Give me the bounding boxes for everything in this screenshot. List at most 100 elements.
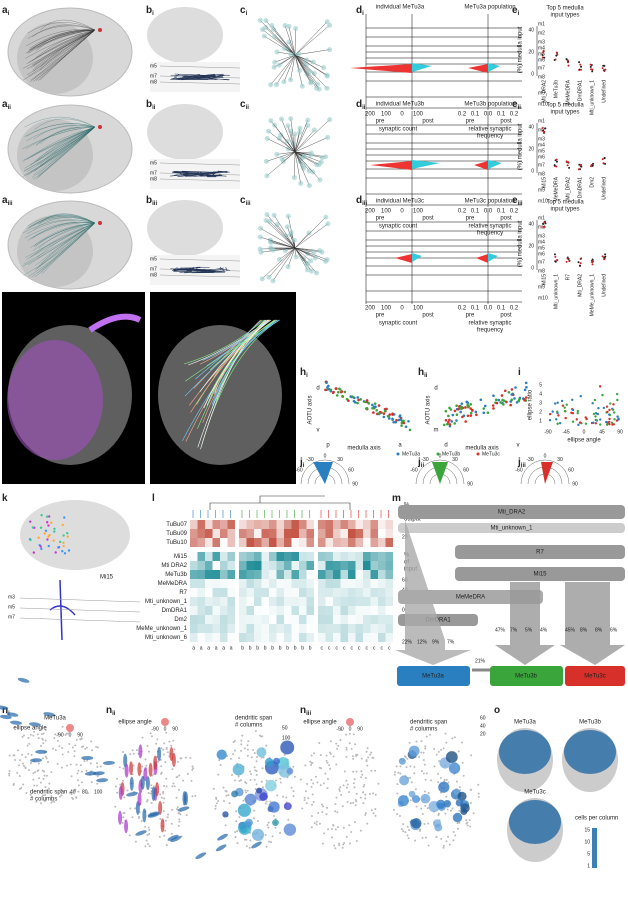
label: 40	[528, 221, 534, 227]
ratio-point	[609, 402, 612, 405]
cell-point	[442, 423, 446, 427]
heat-in	[299, 606, 307, 615]
heat-in	[197, 606, 205, 615]
column-dot	[345, 779, 348, 782]
column-dot	[362, 785, 365, 788]
dot	[555, 51, 558, 54]
panel-label: ci	[240, 5, 248, 17]
column-dot	[245, 845, 248, 848]
column-dot	[444, 732, 447, 735]
column-dot	[372, 812, 375, 815]
dot	[565, 160, 568, 163]
branch	[294, 151, 311, 156]
label: b	[309, 645, 312, 651]
synapse	[271, 212, 277, 218]
column-dot	[249, 778, 252, 781]
panel-letter: i	[518, 367, 521, 378]
heat-in	[247, 597, 255, 606]
dot	[591, 70, 594, 73]
column-dot	[304, 764, 307, 767]
column-dot	[170, 744, 173, 747]
column-dot	[240, 749, 243, 752]
label: 7%	[510, 627, 518, 633]
span	[251, 828, 265, 841]
synapse	[327, 117, 333, 123]
branch	[281, 118, 296, 153]
label: pre	[466, 216, 475, 222]
heat-out	[190, 529, 198, 538]
heat-in	[197, 570, 205, 579]
column-dot	[265, 845, 268, 848]
label: synaptic count	[379, 127, 418, 133]
branch	[294, 151, 322, 163]
column-dot	[337, 744, 340, 747]
cell-point	[382, 415, 386, 419]
neuron	[38, 222, 96, 249]
heat-in	[254, 552, 262, 561]
column-dot	[56, 739, 59, 742]
column-dot	[53, 736, 56, 739]
neuron	[34, 217, 96, 230]
synapse	[305, 122, 311, 128]
column-dot	[162, 801, 165, 804]
column-dot	[345, 755, 348, 758]
column-dot	[453, 736, 456, 739]
column-dot	[48, 787, 51, 790]
panel-label: biii	[146, 195, 157, 207]
column-dot	[44, 728, 47, 731]
heat-in	[340, 615, 348, 624]
ratio-point	[564, 416, 567, 420]
cell-point	[459, 410, 462, 414]
label: a	[207, 645, 210, 651]
heat-in	[197, 597, 205, 606]
label: d	[444, 443, 447, 449]
synapse	[281, 79, 287, 85]
heat-in	[228, 588, 236, 597]
column-dot	[40, 744, 43, 747]
column-dot	[165, 777, 168, 780]
label: 22%	[402, 639, 413, 645]
column-dot	[420, 751, 423, 754]
heat-in	[299, 588, 307, 597]
column-dot	[343, 770, 346, 773]
column-dot	[44, 786, 47, 789]
column-dot	[61, 747, 64, 750]
heat-in	[325, 570, 333, 579]
column-dot	[59, 734, 62, 737]
column-dot	[177, 788, 180, 791]
span	[268, 801, 280, 813]
column-dot	[446, 808, 449, 811]
column-dot	[330, 836, 333, 839]
label: b	[301, 645, 304, 651]
heat-in	[212, 597, 220, 606]
column-dot	[126, 789, 129, 792]
neuron	[34, 126, 96, 162]
dot	[542, 51, 545, 54]
branch	[294, 54, 320, 90]
label: 20	[402, 534, 408, 540]
label: 200	[365, 306, 376, 312]
heat-in	[227, 606, 235, 615]
dendrite	[218, 173, 221, 176]
heat-in	[363, 552, 371, 561]
synapse	[317, 248, 323, 254]
column-dot	[355, 770, 358, 773]
dot	[604, 253, 607, 256]
heat-in	[325, 561, 333, 570]
column-dot	[456, 822, 459, 825]
label: (%) medulla input	[518, 26, 524, 73]
panel-letter: d	[356, 99, 362, 110]
heat-in	[220, 552, 228, 561]
label: Mti_DRA2	[498, 510, 526, 516]
column-dot	[420, 740, 423, 743]
k-layer	[19, 597, 141, 603]
column-dot	[147, 791, 150, 794]
column-dot	[458, 786, 461, 789]
cell-point	[349, 395, 353, 398]
column-dot	[343, 842, 346, 845]
label: 0.2	[510, 306, 519, 312]
column-dot	[58, 795, 61, 798]
column-dot	[310, 786, 313, 789]
column-dot	[437, 772, 440, 775]
column-dot	[320, 767, 323, 770]
